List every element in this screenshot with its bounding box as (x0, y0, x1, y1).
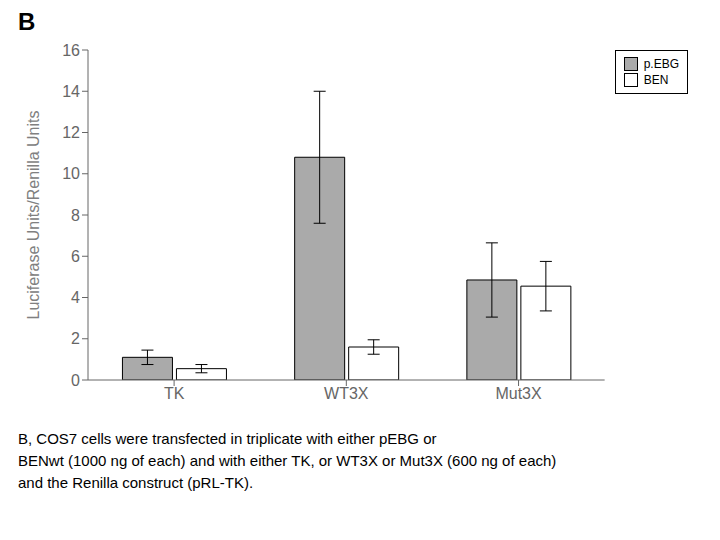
html-text:BENwt (1000 ng of each) and wi: BENwt (1000 ng of each) and with either … (18, 452, 557, 469)
svg-text:TK: TK (164, 385, 185, 402)
svg-text:12: 12 (62, 124, 80, 141)
svg-text:4: 4 (71, 289, 80, 306)
svg-text:0: 0 (71, 372, 80, 389)
svg-text:WT3X: WT3X (324, 385, 369, 402)
svg-text:Luciferase Units/Renilla Units: Luciferase Units/Renilla Units (25, 111, 42, 320)
svg-text:2: 2 (71, 330, 80, 347)
html-text:B: B (18, 8, 36, 35)
svg-text:10: 10 (62, 165, 80, 182)
html-text:p.EBG: p.EBG (643, 57, 679, 71)
html-text:BEN: BEN (643, 73, 669, 87)
svg-text:8: 8 (71, 207, 80, 224)
svg-text:6: 6 (71, 248, 80, 265)
html-text:B, COS7 cells were transfected: B, COS7 cells were transfected in tripli… (18, 430, 437, 447)
svg-text:Mut3X: Mut3X (495, 385, 542, 402)
svg-text:14: 14 (62, 83, 80, 100)
svg-text:16: 16 (62, 42, 80, 59)
html-text:and the Renilla construct (pRL: and the Renilla construct (pRL-TK). (18, 474, 254, 491)
